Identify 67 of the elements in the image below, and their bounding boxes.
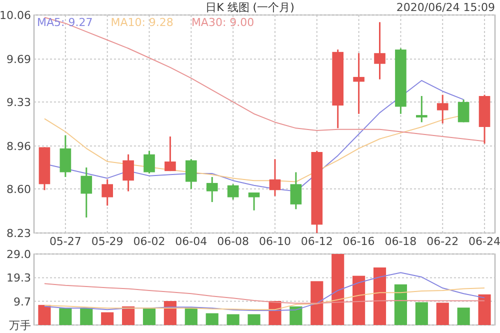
candlestick [458,98,470,123]
y-tick-label: 9.69 [6,53,31,66]
x-tick-label: 06-16 [342,235,375,248]
line-series [44,272,486,312]
x-tick-label: 06-10 [258,235,291,248]
x-tick-label: 06-04 [175,235,208,248]
bar [436,302,449,325]
bar [457,308,470,325]
y-tick-label: 8.96 [6,140,31,154]
candlestick [80,166,92,218]
candlestick [122,154,134,192]
x-tick-label: 06-22 [426,235,459,248]
bar [478,294,491,325]
x-tick-label: 06-18 [384,235,417,248]
y-tick-label: 29.0 [6,248,31,261]
bar [415,302,428,325]
bar [38,304,51,325]
candlestick [206,176,218,203]
line-series [44,283,486,304]
bar [80,308,93,325]
bar [394,284,407,325]
bar [164,301,176,325]
candlestick [164,136,176,172]
chart-title: 日K 线图 (一个月) [206,1,294,14]
candlestick [186,158,197,190]
text: MA30: 9.00 [191,16,254,29]
candlestick [60,134,72,178]
bar [290,306,302,325]
candlestick [374,21,386,80]
x-tick-label: 06-02 [133,235,166,248]
x-tick-label: 06-24 [468,235,500,248]
y-tick-label: 8.60 [6,182,31,196]
x-tick-label: 05-27 [49,235,82,248]
y-tick-label: 9.33 [6,96,31,109]
bar [206,313,218,325]
y-tick-label: 19.3 [6,272,31,285]
candlestick [144,150,155,174]
candlestick [248,192,260,212]
y-tick-label: 10.06 [0,9,31,22]
bar [332,254,344,325]
text: MA10: 9.28 [110,16,174,29]
bar [59,308,72,325]
bar [184,307,198,325]
y-tick-label: 万手 [9,319,31,332]
bar [142,308,156,325]
bar [310,281,324,325]
x-tick-label: 06-08 [217,235,250,248]
text: MA5: 9.27 [37,16,93,29]
candlestick [227,183,239,200]
x-tick-label: 05-29 [91,235,124,248]
y-tick-label: 8.23 [6,227,31,240]
bar [248,314,260,325]
bar [101,312,114,325]
x-tick-label: 06-12 [300,235,333,248]
candlestick [436,94,448,124]
candlestick [290,171,302,210]
candlestick [102,178,113,206]
text: 2020/06/24 15:09 [396,1,495,14]
candlestick [416,95,428,123]
bar [226,314,240,325]
bar [352,276,366,325]
candlestick [269,158,281,197]
bar [373,267,386,325]
bar [122,306,135,325]
y-tick-label: 9.7 [14,295,31,308]
line-series [44,288,486,310]
candlestick [353,52,364,115]
